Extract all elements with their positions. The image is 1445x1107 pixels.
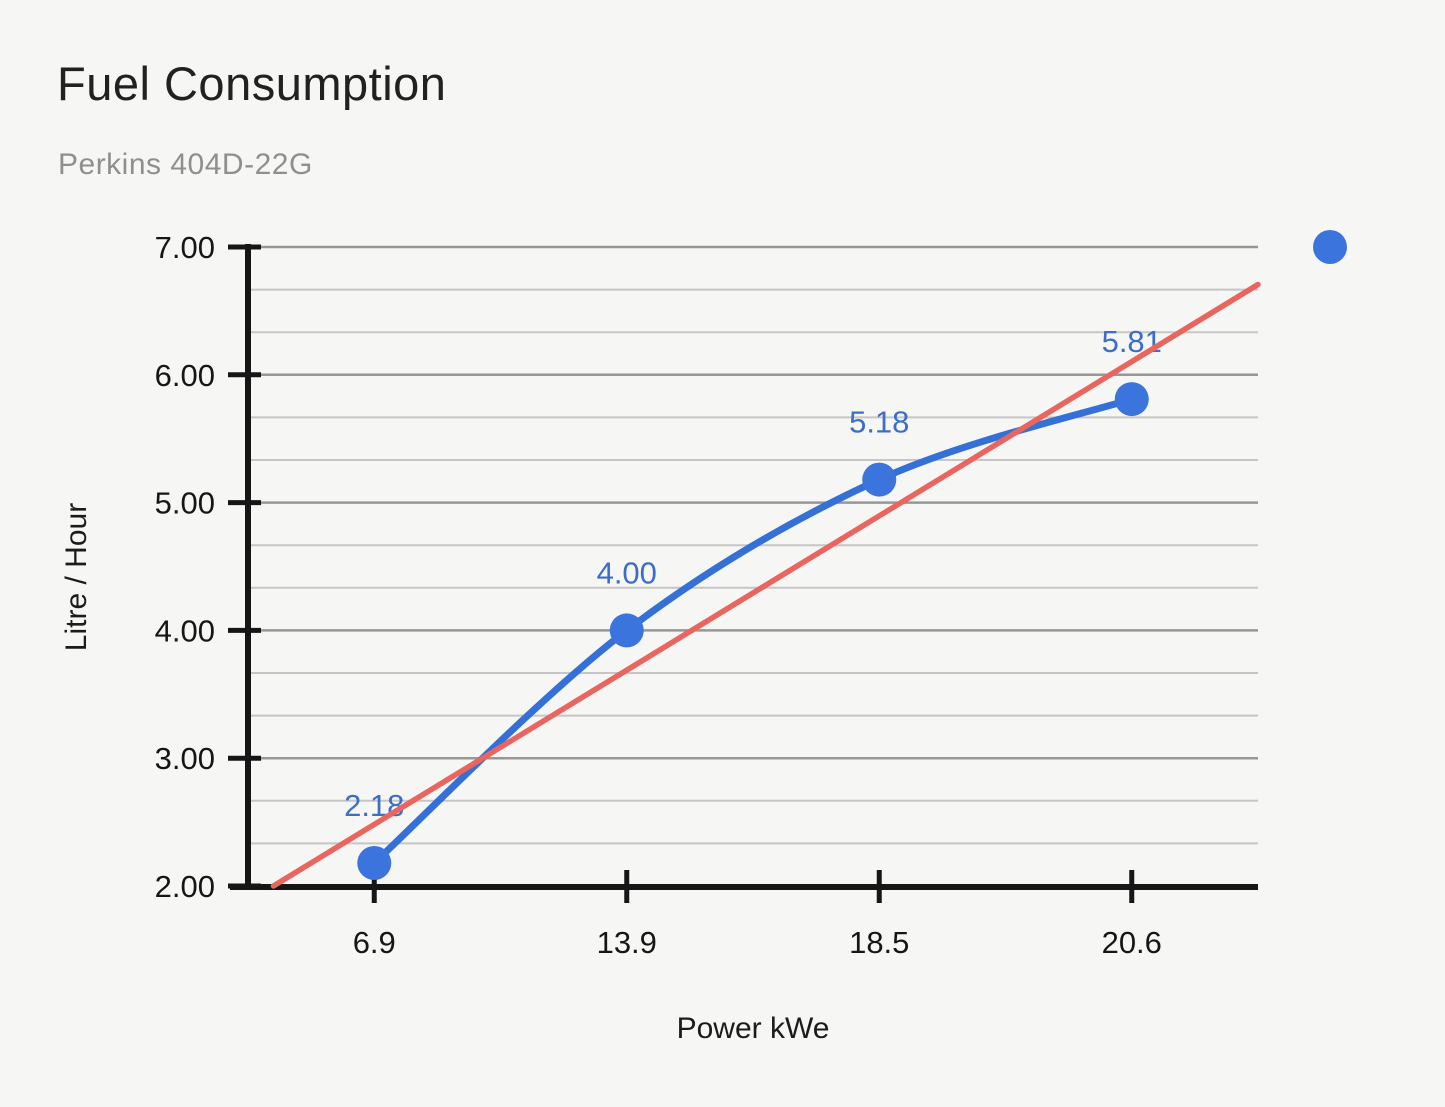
y-tick-label: 2.00 — [155, 869, 215, 904]
data-point — [609, 613, 644, 648]
x-tick-label: 20.6 — [1102, 925, 1162, 960]
y-tick-label: 7.00 — [155, 230, 215, 265]
x-tick-label: 6.9 — [353, 925, 396, 960]
y-tick-label: 5.00 — [155, 486, 215, 521]
data-point — [1114, 382, 1149, 417]
data-point-label: 5.18 — [849, 405, 909, 440]
x-tick-label: 13.9 — [597, 925, 657, 960]
data-point-label: 2.18 — [344, 788, 404, 823]
chart-subtitle: Perkins 404D-22G — [58, 148, 313, 181]
y-tick-label: 3.00 — [155, 741, 215, 776]
trendline — [270, 281, 1261, 889]
y-tick-label: 6.00 — [155, 358, 215, 393]
legend-marker-dot — [1313, 230, 1347, 264]
y-tick-label: 4.00 — [155, 613, 215, 648]
x-axis-title: Power kWe — [676, 1012, 830, 1045]
data-point-label: 4.00 — [597, 555, 657, 590]
chart-title: Fuel Consumption — [57, 57, 447, 110]
data-point — [862, 462, 897, 497]
x-tick-label: 18.5 — [849, 925, 909, 960]
data-point-label: 5.81 — [1102, 324, 1162, 359]
data-point — [357, 845, 392, 880]
